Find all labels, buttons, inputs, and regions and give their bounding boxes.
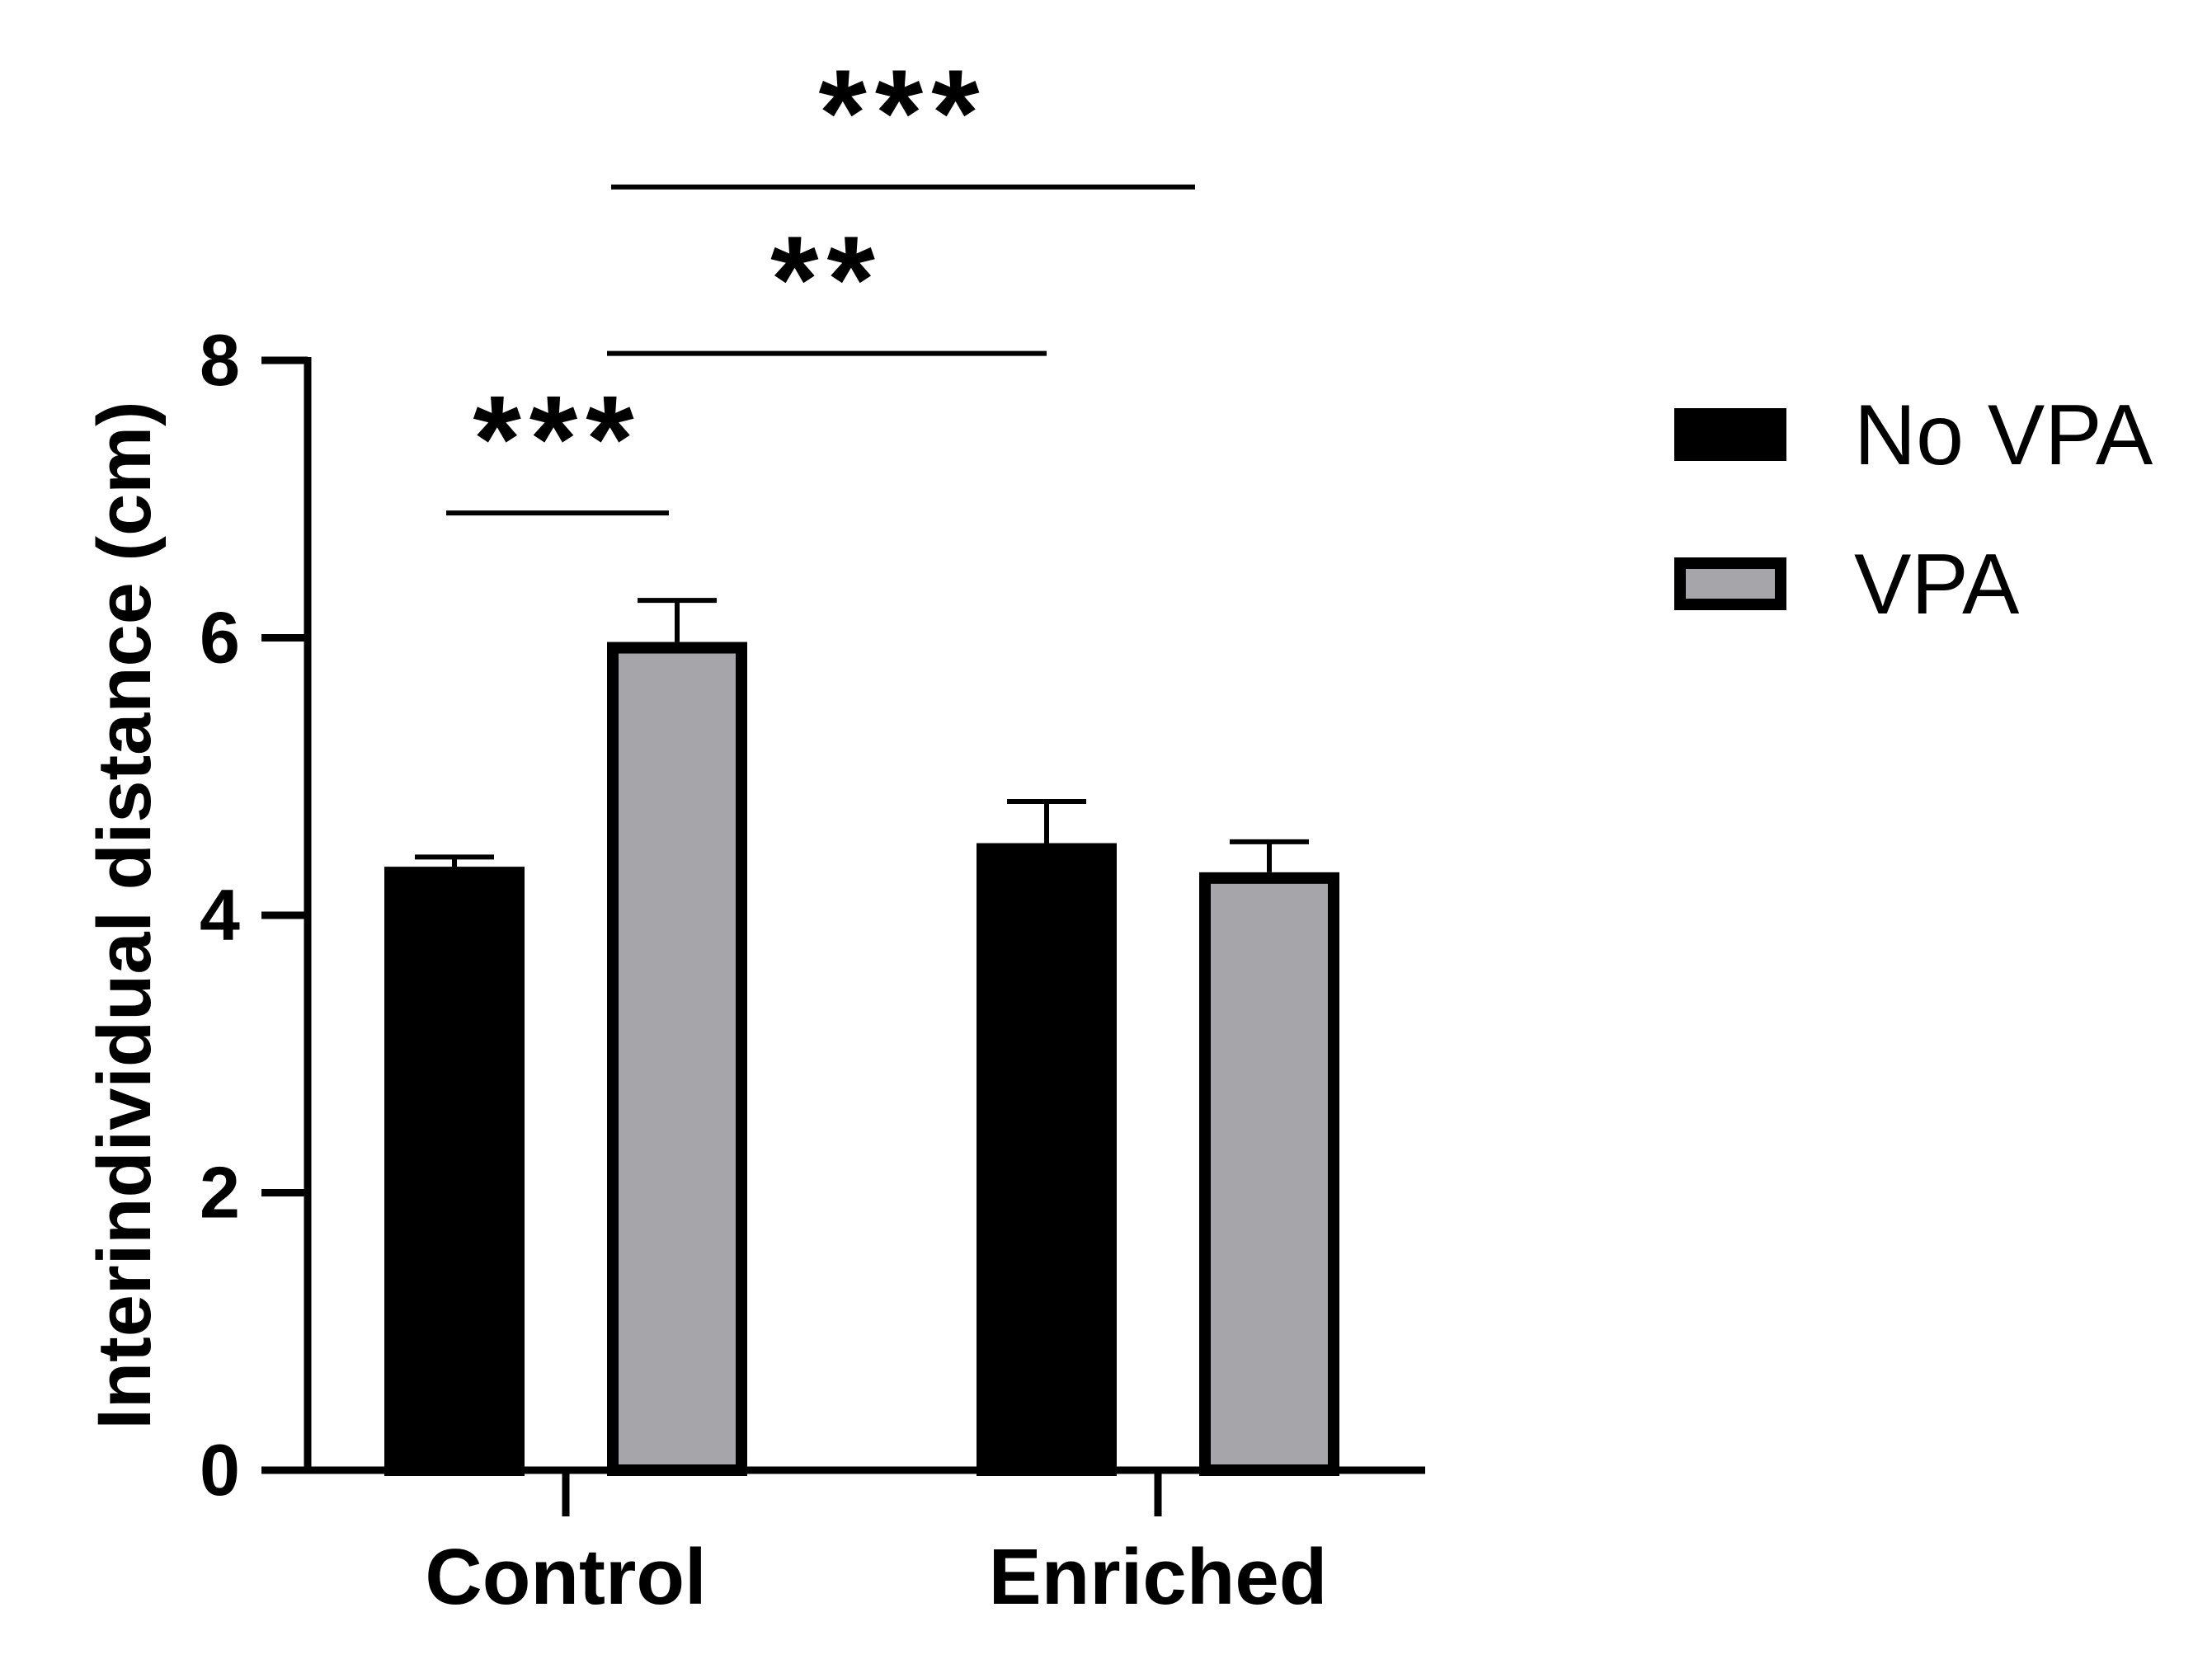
significance-brackets: ******** <box>446 44 1195 516</box>
legend-label-no-vpa: No VPA <box>1854 388 2153 483</box>
y-tick-label: 8 <box>200 319 240 401</box>
bar-enriched-no-vpa <box>977 843 1117 1476</box>
legend-swatch-vpa <box>1674 557 1786 610</box>
significance-stars: *** <box>473 369 642 508</box>
y-tick-label: 0 <box>200 1429 240 1511</box>
y-axis-title: Interindividual distance (cm) <box>82 401 167 1429</box>
y-tick-label: 6 <box>200 597 240 679</box>
legend-label-vpa: VPA <box>1854 537 2020 632</box>
legend: No VPA VPA <box>1674 388 2153 632</box>
legend-swatch-no-vpa <box>1674 408 1786 461</box>
axes: 0 2 4 6 8 Control Enriched Interindividual dist… <box>82 319 1425 1621</box>
y-tick-label: 2 <box>200 1152 240 1234</box>
y-tick-label: 4 <box>200 874 240 956</box>
bar-control-vpa <box>607 642 747 1476</box>
significance-stars: *** <box>818 44 987 182</box>
x-tick-label-enriched: Enriched <box>989 1533 1328 1621</box>
significance-stars: ** <box>770 210 883 349</box>
bar-control-no-vpa <box>384 867 525 1477</box>
x-tick-label-control: Control <box>425 1533 706 1621</box>
bar-enriched-vpa <box>1199 872 1339 1476</box>
bars <box>384 598 1339 1477</box>
